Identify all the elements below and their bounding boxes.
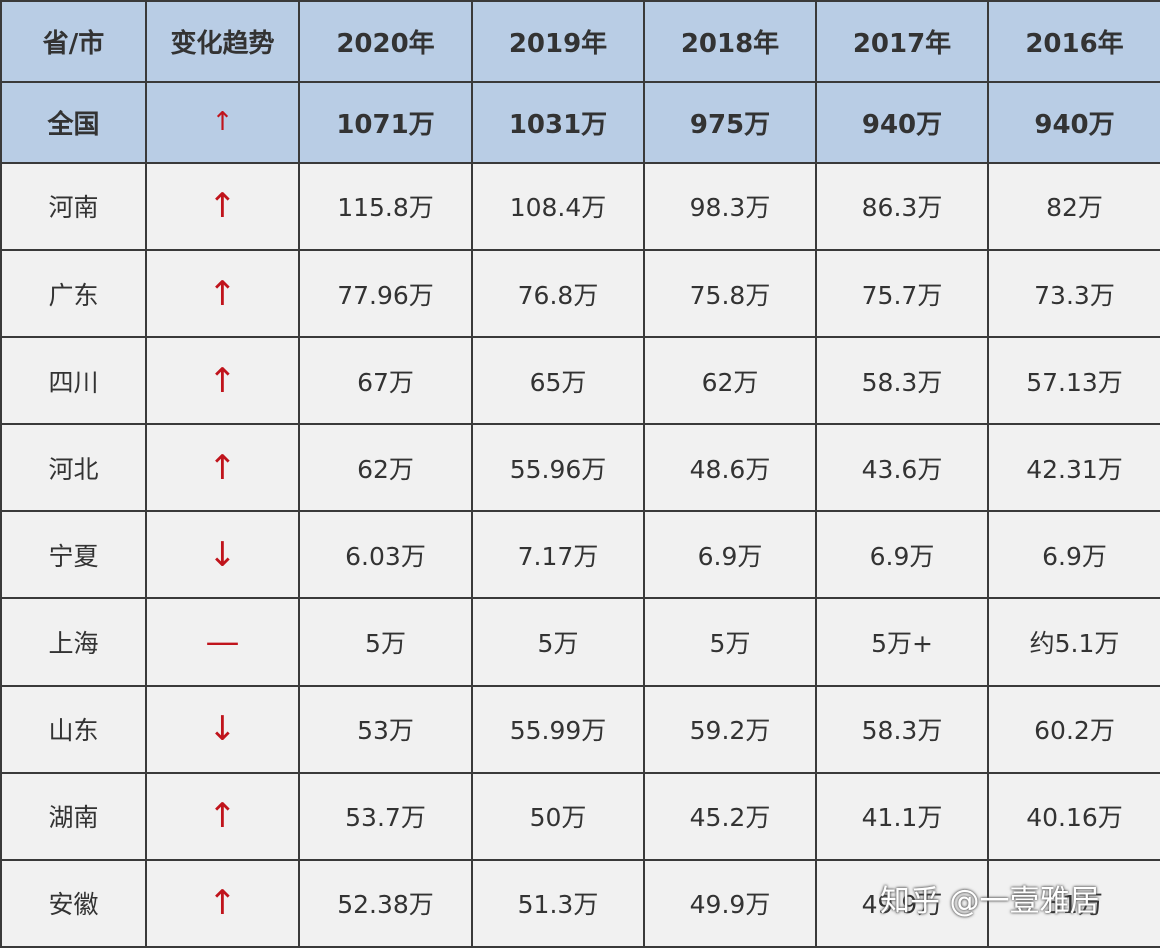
table-cell: 67万 (298, 336, 473, 426)
table-cell: 108.4万 (471, 161, 645, 251)
table-cell: 58.3万 (815, 684, 989, 774)
table-cell: 51.3万 (471, 858, 645, 948)
table-cell: 55.96万 (471, 423, 645, 513)
table-cell: 975万 (643, 80, 817, 164)
table-cell: 2020年 (298, 0, 473, 83)
table-cell: 55.99万 (471, 684, 645, 774)
table-row: 河南 ↑ 115.8万 108.4万 98.3万 86.3万 82万 (0, 161, 1160, 251)
table-cell: 2018年 (643, 0, 817, 83)
table-cell: 45.2万 (643, 771, 817, 861)
table-cell: 53万 (298, 684, 473, 774)
table-row: 上海 —5万 5万 5万 5万+ 约5.1万 (0, 597, 1160, 687)
table-row: 四川 ↑ 67万 65万 62万 58.3万 57.13万 (0, 336, 1160, 426)
table-cell: 6.03万 (298, 510, 473, 600)
region-cell: 四川 (0, 336, 147, 426)
table-row: 湖南 ↑ 53.7万 50万 45.2万 41.1万 40.16万 (0, 771, 1160, 861)
region-cell: 宁夏 (0, 510, 147, 600)
trend-cell: ↓ (145, 684, 300, 774)
region-cell: 河南 (0, 161, 147, 251)
table-cell: 变化趋势 (145, 0, 300, 83)
table-cell: 51万 (987, 858, 1160, 948)
region-cell: 山东 (0, 684, 147, 774)
table-cell: 41.1万 (815, 771, 989, 861)
trend-cell: ↑ (145, 858, 300, 948)
table-row: 安徽 ↑ 52.38万 51.3万 49.9万 49.9万 51万 (0, 858, 1160, 948)
region-cell: 全国 (0, 80, 147, 164)
table-cell: 59.2万 (643, 684, 817, 774)
table-cell: 53.7万 (298, 771, 473, 861)
table-cell: 49.9万 (643, 858, 817, 948)
table-cell: 1031万 (471, 80, 645, 164)
table-cell: 6.9万 (643, 510, 817, 600)
table-cell: 60.2万 (987, 684, 1160, 774)
trend-cell: ↑ (145, 336, 300, 426)
trend-cell: ↑ (145, 248, 300, 339)
table-cell: 5万 (298, 597, 473, 687)
table-cell: 62万 (298, 423, 473, 513)
table-cell: 1071万 (298, 80, 473, 164)
table-cell: 75.8万 (643, 248, 817, 339)
table-cell: 40.16万 (987, 771, 1160, 861)
table-row: 河北 ↑ 62万 55.96万 48.6万 43.6万 42.31万 (0, 423, 1160, 513)
table-cell: 57.13万 (987, 336, 1160, 426)
table-cell: 82万 (987, 161, 1160, 251)
table-cell: 2016年 (987, 0, 1160, 83)
table-cell: 62万 (643, 336, 817, 426)
trend-cell: ↑ (145, 771, 300, 861)
region-cell: 河北 (0, 423, 147, 513)
region-cell: 安徽 (0, 858, 147, 948)
region-cell: 省/市 (0, 0, 147, 83)
table-cell: 49.9万 (815, 858, 989, 948)
table-row: 山东 ↓ 53万 55.99万 59.2万 58.3万 60.2万 (0, 684, 1160, 774)
table-cell: 7.17万 (471, 510, 645, 600)
table-row: 全国 ↑ 1071万 1031万 975万 940万 940万 (0, 80, 1160, 164)
table-row: 省/市 变化趋势 2020年 2019年 2018年 2017年 2016年 (0, 0, 1160, 83)
trend-cell: ↑ (145, 423, 300, 513)
table-cell: 42.31万 (987, 423, 1160, 513)
table-cell: 86.3万 (815, 161, 989, 251)
table-cell: 5万+ (815, 597, 989, 687)
region-cell: 上海 (0, 597, 147, 687)
region-cell: 湖南 (0, 771, 147, 861)
table-cell: 940万 (815, 80, 989, 164)
trend-cell: ↑ (145, 80, 300, 164)
table-row: 宁夏 ↓ 6.03万 7.17万 6.9万 6.9万 6.9万 (0, 510, 1160, 600)
table-cell: 98.3万 (643, 161, 817, 251)
table-cell: 5万 (471, 597, 645, 687)
table-cell: 5万 (643, 597, 817, 687)
trend-cell: — (145, 597, 300, 687)
table-cell: 115.8万 (298, 161, 473, 251)
table-cell: 43.6万 (815, 423, 989, 513)
table-cell: 6.9万 (815, 510, 989, 600)
table-cell: 2019年 (471, 0, 645, 83)
table-cell: 76.8万 (471, 248, 645, 339)
trend-cell: ↑ (145, 161, 300, 251)
table-cell: 73.3万 (987, 248, 1160, 339)
table-cell: 65万 (471, 336, 645, 426)
trend-cell: ↓ (145, 510, 300, 600)
table-cell: 940万 (987, 80, 1160, 164)
table-cell: 50万 (471, 771, 645, 861)
table-cell: 约5.1万 (987, 597, 1160, 687)
table-cell: 6.9万 (987, 510, 1160, 600)
table-cell: 58.3万 (815, 336, 989, 426)
table-cell: 77.96万 (298, 248, 473, 339)
watermark: 知乎 @一壹雅居 (880, 884, 1100, 919)
table-cell: 2017年 (815, 0, 989, 83)
table-cell: 52.38万 (298, 858, 473, 948)
table-cell: 75.7万 (815, 248, 989, 339)
region-cell: 广东 (0, 248, 147, 339)
table-cell: 48.6万 (643, 423, 817, 513)
table-row: 广东 ↑ 77.96万 76.8万 75.8万 75.7万 73.3万 (0, 248, 1160, 339)
